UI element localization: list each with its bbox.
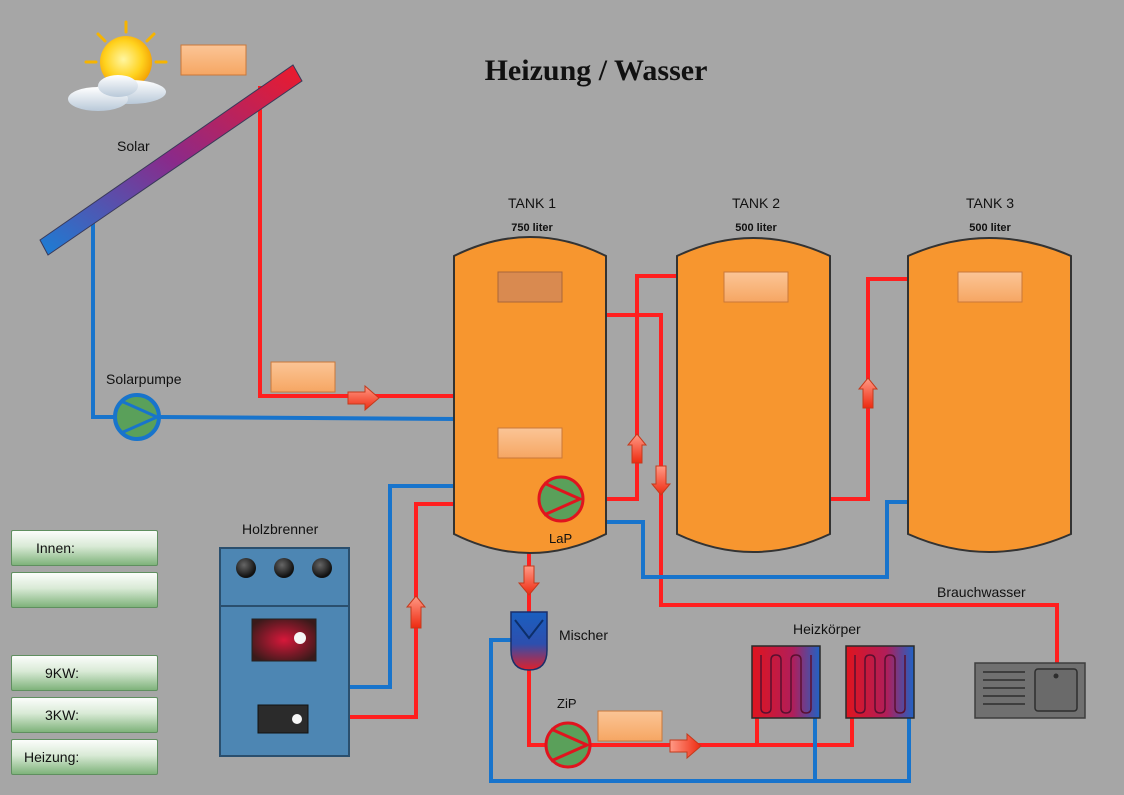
heating-return-pipe <box>489 638 911 783</box>
lap-label: LaP <box>549 531 572 546</box>
page-title: Heizung / Wasser <box>485 54 708 87</box>
tank-3-temp-box <box>957 271 1023 303</box>
innen-label: Innen: <box>36 540 75 556</box>
kw9-panel[interactable]: 9KW: <box>11 655 158 691</box>
arrow-down-icon <box>517 565 541 596</box>
arrow-up-icon <box>857 377 879 409</box>
flow-arrow-icon <box>347 384 380 412</box>
arrow-up-icon <box>405 595 427 629</box>
tank-3: TANK 3 500 liter <box>907 195 1072 553</box>
tank-1-mid-temp-box <box>497 427 563 459</box>
tank-2-capacity: 500 liter <box>735 222 777 234</box>
radiator-2 <box>845 645 915 719</box>
tank-1-name: TANK 1 <box>508 195 556 211</box>
heizung-label: Heizung: <box>24 749 80 765</box>
heizung-panel[interactable]: Heizung: <box>11 739 158 775</box>
mixer-valve-icon[interactable] <box>510 611 548 671</box>
arrow-up-icon <box>626 433 648 464</box>
kw9-label: 9KW: <box>45 665 79 681</box>
solar-pump-icon[interactable] <box>113 393 161 441</box>
tank-3-capacity: 500 liter <box>969 222 1011 234</box>
heating-flow-temp-box <box>597 710 663 742</box>
tank-1: TANK 1 750 liter <box>453 195 607 554</box>
tank-3-name: TANK 3 <box>966 195 1014 211</box>
innen-panel[interactable]: Innen: <box>11 530 158 566</box>
zip-label: ZiP <box>557 696 577 711</box>
knob-icon <box>274 558 294 578</box>
brauchwasser-label: Brauchwasser <box>937 584 1026 600</box>
tank-1-capacity: 750 liter <box>511 222 553 234</box>
tank-2-temp-box <box>723 271 789 303</box>
tank-1-top-temp-box <box>497 271 563 303</box>
tank-2: TANK 2 500 liter <box>676 195 831 553</box>
zip-pump-icon[interactable] <box>544 721 592 769</box>
radiator-1 <box>751 645 821 719</box>
lap-pump-icon[interactable] <box>537 475 585 523</box>
boiler-cold-pipe <box>347 484 458 689</box>
cloud-icon <box>68 75 166 111</box>
tank-2-name: TANK 2 <box>732 195 780 211</box>
solar-cold-pipe <box>91 222 116 419</box>
heizkoerper-label: Heizkörper <box>793 621 861 637</box>
arrow-down-icon <box>650 465 672 496</box>
flow-arrow-icon <box>669 732 702 760</box>
sink-icon <box>974 662 1086 719</box>
wood-boiler <box>219 547 350 757</box>
knob-icon <box>312 558 332 578</box>
kw3-label: 3KW: <box>45 707 79 723</box>
tank-cold-return-pipe <box>602 500 911 579</box>
solar-panel <box>39 64 303 256</box>
solar-label: Solar <box>117 138 150 154</box>
fire-door <box>251 618 317 662</box>
tank1-top-hot-pipe <box>602 313 1059 666</box>
solar-temp-box <box>180 44 247 76</box>
solar-hot-pipe <box>258 86 458 398</box>
knob-icon <box>236 558 256 578</box>
solar-flow-temp-box <box>270 361 336 393</box>
kw3-panel[interactable]: 3KW: <box>11 697 158 733</box>
lap-to-tank2-pipe <box>583 274 680 501</box>
solarpumpe-label: Solarpumpe <box>106 371 182 387</box>
innen-value-panel[interactable] <box>11 572 158 608</box>
holzbrenner-label: Holzbrenner <box>242 521 319 537</box>
heating-supply-pipe <box>527 666 546 747</box>
solar-cold-pipe-2 <box>157 414 459 422</box>
mischer-label: Mischer <box>559 627 608 643</box>
